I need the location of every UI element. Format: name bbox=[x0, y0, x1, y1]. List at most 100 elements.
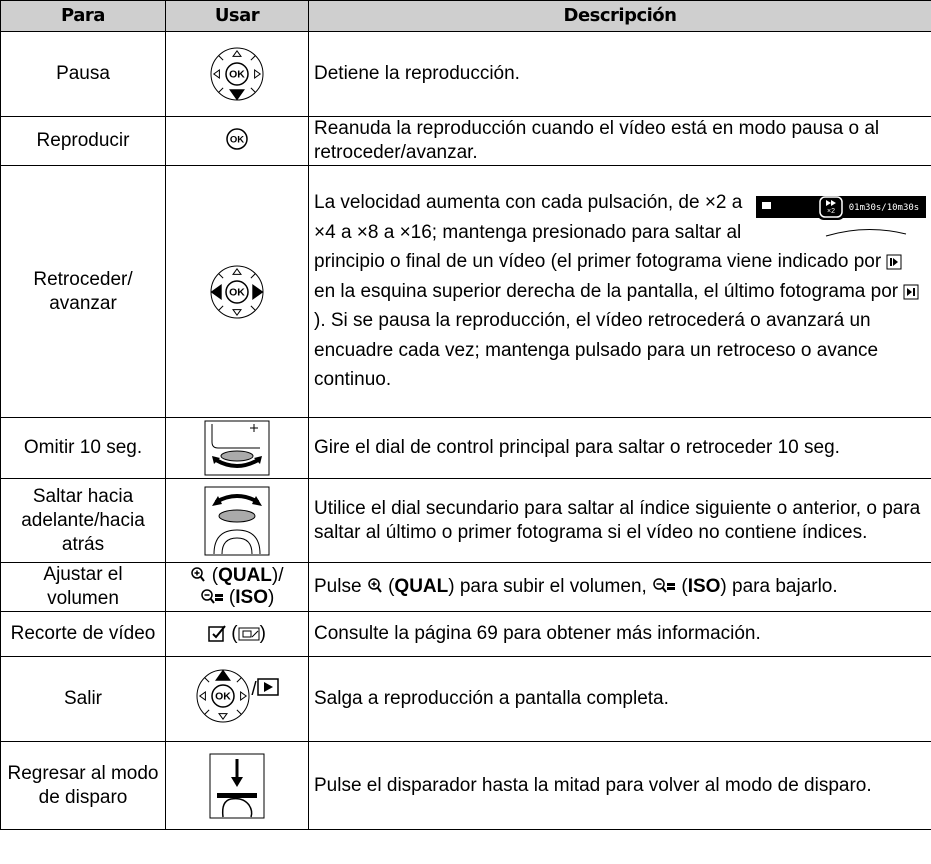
icon-part bbox=[252, 283, 264, 300]
usar: () bbox=[165, 611, 309, 657]
zoom-out-icon bbox=[653, 578, 676, 593]
icon-part bbox=[661, 586, 667, 593]
icon-part bbox=[215, 669, 232, 681]
ok-label: OK bbox=[230, 135, 244, 146]
shutter-icon bbox=[209, 753, 265, 818]
para: Regresar al modo de disparo bbox=[0, 741, 166, 830]
text: ISO bbox=[687, 576, 721, 597]
text: ( bbox=[226, 623, 238, 644]
screen-inset: ×2 01m30s/10m30s bbox=[756, 196, 926, 237]
row: Omitir 10 seg. Gire el dial de control p… bbox=[0, 417, 931, 479]
icon-part bbox=[226, 128, 248, 150]
icon-part bbox=[225, 62, 249, 86]
icon-part bbox=[236, 677, 242, 682]
screen-speed: ×2 bbox=[827, 208, 835, 215]
text: en la esquina superior derecha de la pan… bbox=[314, 280, 904, 302]
movie-edit-icon bbox=[238, 627, 260, 641]
description: Salga a reproducción a pantalla completa… bbox=[308, 656, 931, 742]
playback-button-icon bbox=[256, 677, 279, 696]
icon-part bbox=[250, 305, 256, 310]
row: Recorte de vídeo () Consulte la página 6… bbox=[0, 611, 931, 657]
row: Salir OK / Salga a reproducción a pantall… bbox=[0, 656, 931, 742]
description: Gire el dial de control principal para s… bbox=[308, 417, 931, 479]
ok-label: OK bbox=[229, 287, 245, 298]
sub-dial-icon bbox=[204, 486, 270, 555]
icon-part bbox=[240, 690, 248, 701]
header: Para bbox=[0, 0, 166, 32]
para: Reproducir bbox=[0, 116, 166, 166]
selector-svg: OK bbox=[196, 669, 250, 722]
usar: OK bbox=[165, 31, 309, 117]
description: Utilice el dial secundario para saltar a… bbox=[308, 478, 931, 563]
usar bbox=[165, 478, 309, 563]
icon-part bbox=[653, 578, 665, 590]
icon-part bbox=[204, 677, 210, 682]
row: Pausa OK Detiene la reproducción. bbox=[0, 31, 931, 117]
icon-part bbox=[218, 273, 224, 278]
icon-part bbox=[229, 89, 245, 101]
row: Ajustar el volumen (QUAL)/ (ISO) Pulse (… bbox=[0, 562, 931, 612]
zoom-in-icon bbox=[368, 578, 382, 593]
icon-part bbox=[368, 578, 380, 590]
main-dial-icon bbox=[204, 420, 270, 476]
retouch-icon bbox=[208, 625, 226, 642]
icon-part bbox=[232, 267, 242, 275]
ok-svg: OK bbox=[226, 128, 248, 150]
header: Usar bbox=[165, 0, 309, 32]
description: ×2 01m30s/10m30s La velocidad aumenta co… bbox=[308, 165, 931, 418]
usar: OK / bbox=[165, 656, 309, 742]
multi-selector: OK bbox=[166, 46, 308, 102]
icon-part bbox=[199, 690, 207, 701]
description: Reanuda la reproducción cuando el vídeo … bbox=[308, 116, 931, 166]
description: Pulse el disparador hasta la mitad para … bbox=[308, 741, 931, 830]
text: ) bbox=[268, 587, 275, 608]
row: Reproducir OK Reanuda la reproducción cu… bbox=[0, 116, 931, 166]
text: )/ bbox=[271, 565, 284, 586]
row: Saltar hacia adelante/hacia atrás Utilic… bbox=[0, 478, 931, 563]
usar bbox=[165, 417, 309, 479]
icon-part bbox=[250, 273, 256, 278]
para: Recorte de vídeo bbox=[0, 611, 166, 657]
icon-part bbox=[218, 712, 229, 720]
ok-label: OK bbox=[229, 70, 245, 81]
zoom-out-icon bbox=[200, 589, 223, 604]
para: Salir bbox=[0, 656, 166, 742]
text: ) para bajarlo. bbox=[720, 576, 838, 597]
multi-selector: OK bbox=[195, 668, 251, 724]
usar: OK bbox=[165, 165, 309, 418]
icon-part bbox=[250, 55, 256, 61]
icon-part bbox=[209, 597, 215, 604]
icon-part bbox=[236, 709, 242, 714]
para: Omitir 10 seg. bbox=[0, 417, 166, 479]
icon-part bbox=[211, 683, 236, 708]
icon-part bbox=[218, 305, 224, 310]
usar: OK bbox=[165, 116, 309, 166]
icon-part bbox=[218, 55, 224, 61]
icon-part bbox=[212, 69, 220, 79]
selector-svg: OK bbox=[210, 47, 264, 101]
description: Consulte la página 69 para obtener más i… bbox=[308, 611, 931, 657]
icon-part bbox=[232, 308, 242, 316]
icon-part bbox=[210, 283, 222, 300]
header: Descripción bbox=[308, 0, 931, 32]
text: QUAL bbox=[218, 565, 272, 586]
header-row: Para Usar Descripción bbox=[0, 0, 931, 32]
text: ( bbox=[676, 576, 688, 597]
first-frame-icon bbox=[886, 254, 902, 270]
text: / bbox=[251, 678, 257, 700]
text: ( bbox=[382, 576, 395, 597]
para: Saltar hacia adelante/hacia atrás bbox=[0, 478, 166, 563]
para: Pausa bbox=[0, 31, 166, 117]
usar: (QUAL)/ (ISO) bbox=[165, 562, 309, 612]
description: Pulse (QUAL) para subir el volumen, (ISO… bbox=[308, 562, 931, 612]
text: ( bbox=[206, 565, 219, 586]
ok-label: OK bbox=[216, 691, 232, 702]
para: Retroceder/ avanzar bbox=[0, 165, 166, 418]
icon-part bbox=[200, 589, 213, 601]
icon-part bbox=[200, 575, 206, 582]
icon-part bbox=[225, 279, 249, 304]
icon-part bbox=[204, 709, 210, 714]
text: ). Si se pausa la reproducción, el vídeo… bbox=[314, 310, 879, 391]
ok-button: OK bbox=[225, 128, 249, 153]
